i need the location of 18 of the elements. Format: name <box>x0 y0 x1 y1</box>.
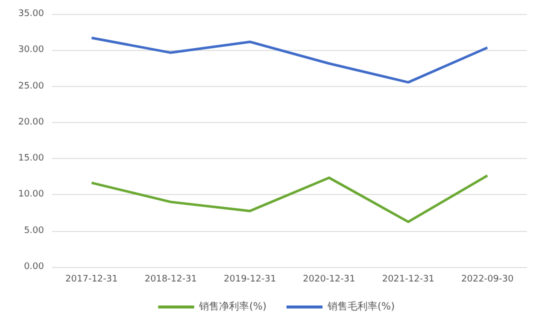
y-tick-label: 20.00 <box>18 117 44 128</box>
legend-label: 销售毛利率(%) <box>326 300 395 312</box>
y-tick-label: 35.00 <box>18 9 44 19</box>
line-series <box>90 36 489 84</box>
y-tick-label: 10.00 <box>18 190 44 200</box>
x-tick-label: 2020-12-31 <box>302 274 356 284</box>
x-tick-label: 2022-09-30 <box>461 274 514 284</box>
x-tick-label: 2017-12-31 <box>65 274 118 284</box>
x-tick-label: 2018-12-31 <box>144 274 197 284</box>
y-tick-label: 25.00 <box>18 81 44 92</box>
x-tick-label: 2019-12-31 <box>224 274 276 284</box>
y-tick-label: 5.00 <box>24 226 44 236</box>
y-tick-label: 0.00 <box>24 262 44 272</box>
y-tick-label: 30.00 <box>18 45 44 56</box>
x-tick-label: 2021-12-31 <box>382 274 434 284</box>
y-tick-label: 15.00 <box>18 154 44 164</box>
legend-label: 销售净利率(%) <box>198 300 267 312</box>
line-series <box>90 174 489 224</box>
